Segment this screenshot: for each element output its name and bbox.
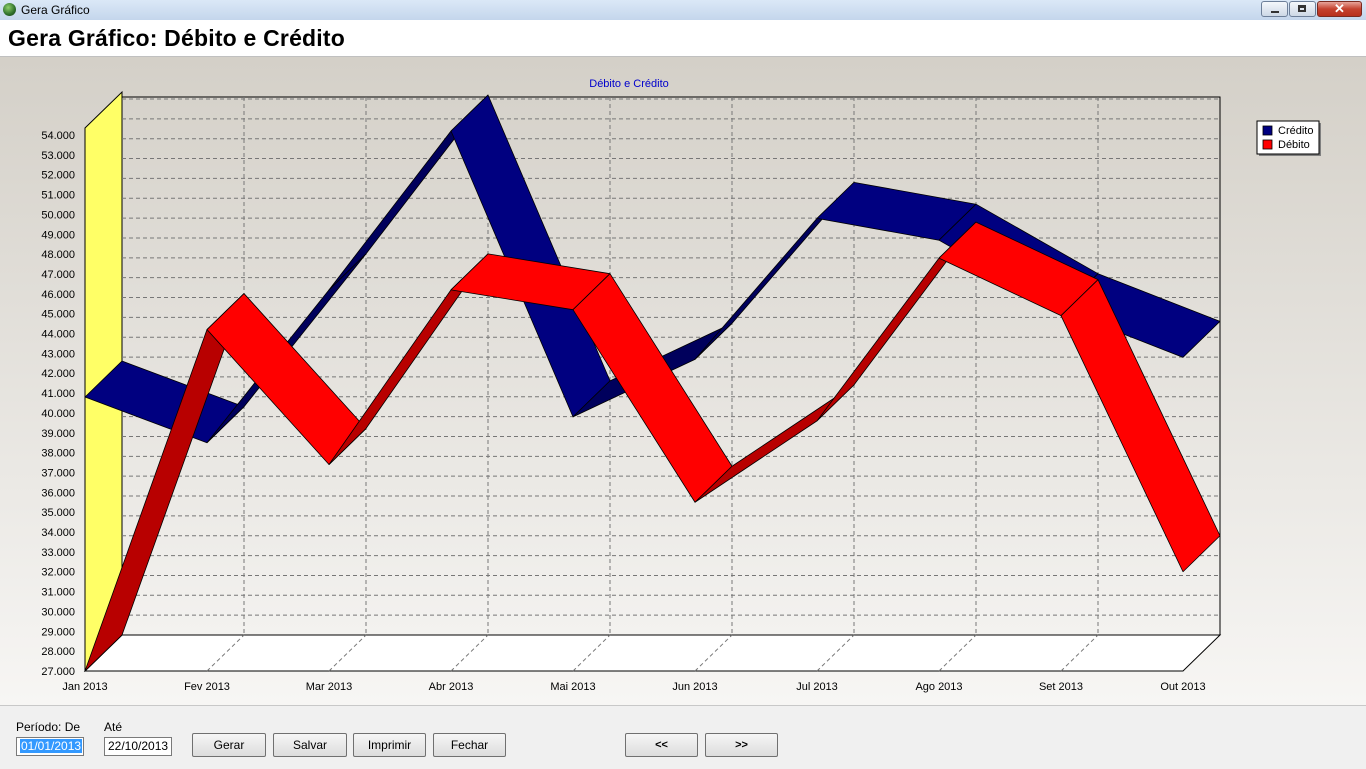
bottom-toolbar: Período: De Até 01/01/2013 22/10/2013 Ge… <box>0 705 1366 769</box>
y-tick-label: 50.000 <box>41 209 75 221</box>
y-tick-label: 40.000 <box>41 408 75 420</box>
y-tick-label: 27.000 <box>41 666 75 678</box>
y-tick-label: 35.000 <box>41 507 75 519</box>
debit-credit-chart: Débito e Crédito 27.000 28.000 29.000 30.00… <box>0 57 1366 705</box>
y-tick-label: 52.000 <box>41 170 75 182</box>
period-from-value: 01/01/2013 <box>20 739 83 753</box>
legend-swatch <box>1262 139 1273 150</box>
y-tick-label: 30.000 <box>41 606 75 618</box>
y-tick-label: 48.000 <box>41 249 75 261</box>
y-tick-label: 31.000 <box>41 587 75 599</box>
window-title: Gera Gráfico <box>21 3 90 17</box>
y-tick-label: 41.000 <box>41 388 75 400</box>
legend-swatch <box>1262 125 1273 136</box>
gridline-depth <box>328 634 367 672</box>
y-tick-label: 28.000 <box>41 646 75 658</box>
y-tick-label: 38.000 <box>41 448 75 460</box>
salvar-button[interactable]: Salvar <box>273 733 347 757</box>
y-tick-label: 39.000 <box>41 428 75 440</box>
y-tick-label: 43.000 <box>41 348 75 360</box>
gridline-depth <box>938 634 977 672</box>
minimize-icon <box>1271 11 1279 13</box>
ribbon-segment-dbito <box>1060 279 1221 573</box>
y-tick-label: 37.000 <box>41 467 75 479</box>
app-globe-icon <box>3 3 16 16</box>
x-tick-label: Jun 2013 <box>672 681 717 693</box>
minimize-button[interactable] <box>1261 1 1288 17</box>
period-to-label: Até <box>104 720 123 734</box>
x-tick-label: Abr 2013 <box>429 681 474 693</box>
next-period-button[interactable]: >> <box>705 733 778 757</box>
close-window-button[interactable]: ✕ <box>1317 1 1362 17</box>
y-tick-label: 51.000 <box>41 190 75 202</box>
x-tick-label: Set 2013 <box>1039 681 1083 693</box>
x-tick-label: Jul 2013 <box>796 681 838 693</box>
y-tick-label: 45.000 <box>41 309 75 321</box>
x-tick-label: Out 2013 <box>1160 681 1205 693</box>
x-tick-label: Ago 2013 <box>915 681 962 693</box>
page-title: Gera Gráfico: Débito e Crédito <box>8 25 346 51</box>
gridline-depth <box>450 634 489 672</box>
period-from-field[interactable]: 01/01/2013 <box>16 737 84 756</box>
gridline-depth <box>694 634 733 672</box>
gridline-depth <box>572 634 611 672</box>
window-titlebar: Gera Gráfico ✕ <box>0 0 1366 21</box>
y-tick-label: 44.000 <box>41 329 75 341</box>
chart-floor <box>83 634 1222 672</box>
gridline-depth <box>1060 634 1099 672</box>
maximize-button[interactable] <box>1289 1 1316 17</box>
y-tick-label: 53.000 <box>41 150 75 162</box>
y-tick-label: 33.000 <box>41 547 75 559</box>
period-to-field[interactable]: 22/10/2013 <box>104 737 172 756</box>
chart-title: Débito e Crédito <box>589 78 669 90</box>
y-tick-label: 49.000 <box>41 229 75 241</box>
chart-area: Débito e Crédito 27.000 28.000 29.000 30.00… <box>0 57 1366 705</box>
x-tick-label: Mai 2013 <box>550 681 595 693</box>
x-tick-label: Jan 2013 <box>62 681 107 693</box>
y-tick-label: 36.000 <box>41 487 75 499</box>
page-header: Gera Gráfico: Débito e Crédito <box>0 20 1366 57</box>
x-tick-label: Fev 2013 <box>184 681 230 693</box>
close-icon: ✕ <box>1334 1 1345 16</box>
restore-icon <box>1298 5 1306 12</box>
y-tick-label: 47.000 <box>41 269 75 281</box>
y-tick-label: 46.000 <box>41 289 75 301</box>
gridline-depth <box>816 634 855 672</box>
fechar-button[interactable]: Fechar <box>433 733 506 757</box>
y-tick-label: 32.000 <box>41 567 75 579</box>
y-tick-label: 29.000 <box>41 626 75 638</box>
y-tick-label: 42.000 <box>41 368 75 380</box>
imprimir-button[interactable]: Imprimir <box>353 733 426 757</box>
legend-label: Débito <box>1278 139 1310 151</box>
y-tick-label: 34.000 <box>41 527 75 539</box>
period-to-value: 22/10/2013 <box>108 739 169 753</box>
gerar-button[interactable]: Gerar <box>192 733 266 757</box>
gridline-depth <box>206 634 245 672</box>
legend-label: Crédito <box>1278 125 1313 137</box>
x-tick-label: Mar 2013 <box>306 681 352 693</box>
previous-period-button[interactable]: << <box>625 733 698 757</box>
period-from-label: Período: De <box>16 720 81 734</box>
y-tick-label: 54.000 <box>41 130 75 142</box>
